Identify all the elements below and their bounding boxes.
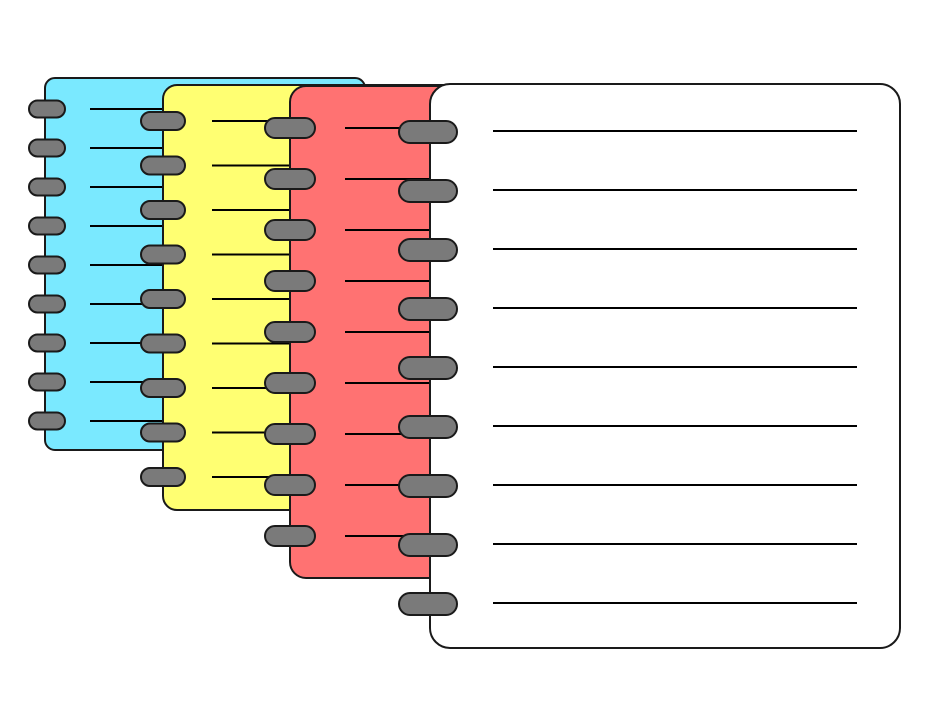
notebook-yellow-spiral-ring xyxy=(140,244,186,265)
notebook-red-spiral-ring xyxy=(264,168,316,190)
notebook-white-spiral-ring xyxy=(398,356,458,380)
notebook-white-spiral-ring xyxy=(398,179,458,203)
notebook-white-spiral-ring xyxy=(398,415,458,439)
notebook-yellow-spiral-ring xyxy=(140,289,186,309)
notebook-white-spiral-ring xyxy=(398,238,458,262)
notebook-red-spiral-ring xyxy=(264,372,316,394)
notebook-white xyxy=(398,83,901,649)
notebook-blue-spiral-ring xyxy=(28,411,66,431)
notebook-white-spiral-ring xyxy=(398,592,458,616)
notebook-yellow-spiral-ring xyxy=(140,378,186,398)
notebook-yellow-spiral-ring xyxy=(140,200,186,220)
notebook-red-spiral-ring xyxy=(264,321,316,343)
notebook-white-spiral-ring xyxy=(398,120,458,144)
notebook-blue-spiral-ring xyxy=(28,255,66,275)
notebook-red-spiral-ring xyxy=(264,219,316,241)
notebook-white-spiral-ring xyxy=(398,297,458,321)
notebook-blue-spiral-ring xyxy=(28,216,66,236)
notebook-red-spiral-ring xyxy=(264,270,316,292)
notebook-yellow-spiral-ring xyxy=(140,333,186,354)
notebook-red-spiral-ring xyxy=(264,474,316,496)
notebook-red-spiral-ring xyxy=(264,423,316,445)
notebook-blue-spiral-ring xyxy=(28,333,66,353)
notebook-red-spiral-ring xyxy=(264,525,316,547)
notebook-yellow-spiral-ring xyxy=(140,155,186,176)
notebook-blue-spiral-ring xyxy=(28,99,66,119)
notebook-yellow-spiral-ring xyxy=(140,467,186,487)
notebook-blue-spiral-ring xyxy=(28,294,66,314)
notebook-yellow-spiral-ring xyxy=(140,111,186,131)
notebook-blue-spiral-ring xyxy=(28,138,66,158)
notebook-white-spiral-ring xyxy=(398,474,458,498)
notebook-white-spiral-ring xyxy=(398,533,458,557)
notebook-red-spiral-ring xyxy=(264,117,316,139)
notebook-blue-spiral-ring xyxy=(28,372,66,392)
notebook-blue-spiral-ring xyxy=(28,177,66,197)
notebook-yellow-spiral-ring xyxy=(140,422,186,443)
